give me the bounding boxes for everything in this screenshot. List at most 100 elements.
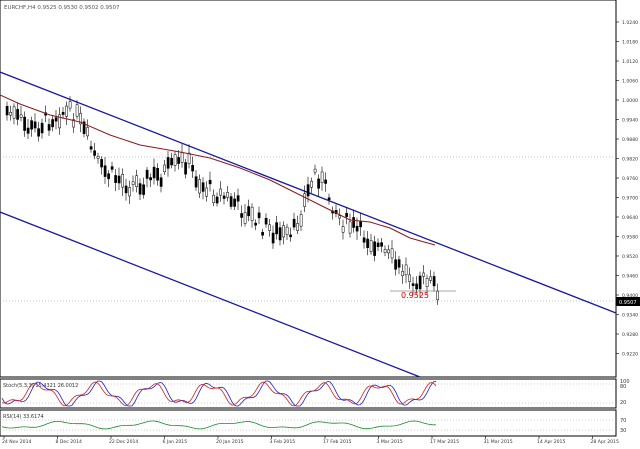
candle-body [341, 226, 345, 233]
time-tick-label: 8 Dec 2014 [56, 439, 83, 445]
candle-body [135, 175, 138, 187]
candle-body [261, 231, 264, 236]
price-tick-label: 1.0000 [622, 98, 638, 104]
candle-body [215, 196, 219, 204]
price-tick-label: 0.9460 [622, 274, 638, 280]
candle-body [327, 197, 331, 201]
candle-body [425, 278, 429, 287]
candle-body [320, 171, 324, 183]
candle-body [299, 214, 303, 227]
rsi-tick-70: 70 [620, 418, 626, 424]
price-tick-label: 0.9640 [622, 215, 638, 221]
candle-body [404, 264, 408, 276]
candle-body [422, 272, 425, 277]
time-tick-label: 14 Apr 2015 [537, 439, 565, 445]
candle-body [121, 174, 124, 188]
candle-body [23, 116, 26, 131]
candle-body [75, 104, 79, 117]
candle-body [191, 165, 194, 172]
candle-body [89, 146, 93, 150]
candle-body [243, 212, 247, 224]
candle-body [373, 241, 376, 256]
candle-body [219, 188, 222, 196]
candle-body [380, 242, 383, 247]
candle-body [436, 290, 439, 301]
candle-body [247, 206, 250, 217]
time-tick-label: 3 Mar 2015 [377, 439, 403, 445]
candle-body [429, 276, 432, 281]
candle-body [173, 154, 177, 166]
candle-body [128, 187, 131, 197]
candle-body [163, 164, 166, 173]
price-tick-label: 0.9580 [622, 235, 638, 241]
candle-body [390, 248, 394, 259]
time-tick-label: 28 Apr 2015 [591, 439, 619, 445]
candle-body [338, 215, 341, 219]
price-tick-label: 0.9400 [622, 293, 638, 299]
candle-body [278, 227, 282, 241]
candle-body [51, 119, 54, 128]
candle-body [149, 177, 152, 181]
candle-body [226, 192, 229, 198]
candle-body [359, 220, 362, 228]
price-tick-label: 0.9760 [622, 176, 638, 182]
time-tick-label: 24 Nov 2014 [2, 439, 31, 445]
candle-body [47, 124, 51, 131]
time-tick-label: 6 Jan 2015 [163, 439, 188, 445]
price-tick-label: 1.0120 [622, 59, 638, 65]
moving-average-line [0, 94, 436, 246]
candle-body [222, 195, 226, 199]
current-price-value: 0.9507 [619, 300, 637, 306]
candle-body [401, 271, 404, 276]
candle-body [9, 111, 12, 116]
candle-body [397, 259, 401, 268]
candle-body [187, 152, 191, 165]
candle-body [40, 122, 44, 134]
candle-body [30, 120, 33, 130]
candle-body [65, 105, 68, 117]
candle-body [16, 109, 19, 120]
candle-body [208, 179, 212, 185]
candle-body [79, 113, 82, 125]
candle-body [418, 275, 422, 290]
price-tick-label: 0.9520 [622, 254, 638, 260]
candle-body [100, 159, 103, 168]
stochastic-label: Stoch(5,3,3) 15.4321 26.0012 [3, 383, 78, 389]
stochastic-signal-line [1, 381, 437, 407]
channel-lower-line[interactable] [0, 211, 421, 378]
candle-body [348, 221, 352, 234]
candle-body [229, 196, 233, 207]
candle-body [170, 157, 173, 166]
stochastic-main-line [1, 380, 437, 407]
time-axis: 24 Nov 2014 8 Dec 2014 22 Dec 2014 6 Jan 20… [2, 436, 619, 445]
candle-body [303, 193, 306, 207]
candle-body [236, 195, 240, 202]
candle-body [194, 176, 198, 188]
candle-body [205, 187, 208, 197]
candle-body [383, 249, 387, 253]
candle-body [19, 114, 23, 118]
candle-body [387, 249, 390, 254]
candle-body [268, 224, 271, 231]
time-tick-label: 22 Dec 2014 [109, 439, 138, 445]
candle-body [257, 212, 261, 219]
time-tick-label: 31 Mar 2015 [484, 439, 513, 445]
candle-body [177, 157, 180, 164]
candle-body [271, 232, 275, 244]
candle-body [324, 179, 327, 184]
candle-body [212, 194, 215, 203]
candle-body [376, 242, 380, 247]
candle-body [58, 114, 61, 129]
candle-body [5, 106, 9, 116]
symbol-header: EURCHF,H4 0.9525 0.9530 0.9502 0.9507 [4, 5, 120, 11]
candle-body [142, 184, 145, 195]
time-tick-label: 17 Mar 2015 [430, 439, 459, 445]
current-price-box [616, 297, 640, 306]
candle-body [345, 212, 348, 217]
price-tick-label: 0.9340 [622, 313, 638, 319]
candle-body [198, 179, 201, 194]
candle-body [138, 183, 142, 195]
candle-body [180, 152, 184, 163]
